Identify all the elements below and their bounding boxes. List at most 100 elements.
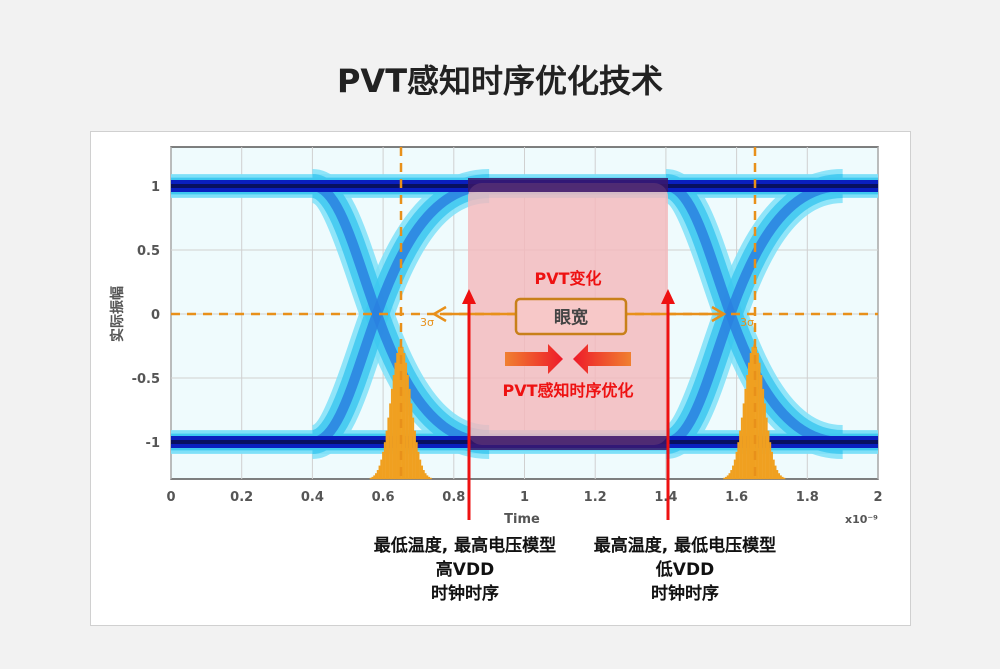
histogram-bar — [413, 430, 416, 480]
caption-left-line: 时钟时序 — [431, 584, 499, 604]
histogram-bar — [735, 451, 738, 480]
x-tick-label: 0.2 — [230, 490, 253, 505]
histogram-bar — [737, 442, 740, 480]
eye-transition — [664, 181, 843, 447]
histogram-bar — [774, 465, 777, 480]
inward-arrow-right — [505, 344, 563, 374]
histogram-bar — [730, 470, 733, 480]
histogram-bar — [724, 476, 727, 480]
histogram-bar — [382, 451, 385, 480]
histogram-bar — [767, 430, 770, 480]
histogram-bar — [403, 353, 406, 480]
histogram-bar — [781, 476, 784, 480]
x-tick-label: 1.4 — [654, 490, 677, 505]
caption-left-line: 最低温度, 最高电压模型 — [373, 536, 557, 556]
histogram-bar — [371, 476, 374, 480]
y-tick-label: 1 — [151, 180, 160, 195]
histogram-bar — [429, 477, 432, 480]
sigma-left: 3σ — [420, 316, 434, 329]
histogram-bar — [765, 417, 768, 480]
histogram-bar — [769, 442, 772, 480]
sigma-right: 3σ — [740, 316, 754, 329]
histogram-bar — [419, 459, 422, 480]
histogram-bar — [749, 353, 752, 480]
page-title: PVT感知时序优化技术 — [336, 62, 664, 100]
histogram-bar — [744, 388, 747, 480]
histogram-bar — [762, 388, 765, 480]
x-tick-label: 0.6 — [372, 490, 395, 505]
histogram-bar — [779, 475, 782, 480]
x-tick-label: 0.8 — [442, 490, 465, 505]
histogram-bar — [390, 388, 393, 480]
y-tick-label: 0.5 — [137, 244, 160, 259]
histogram-bar — [778, 473, 781, 480]
histogram-bar — [394, 362, 397, 480]
histogram-bar — [747, 362, 750, 480]
histogram-bar — [412, 417, 415, 480]
y-axis-label: 实际振幅 — [109, 286, 126, 342]
pvt-change-label: PVT变化 — [534, 269, 601, 288]
histogram-bar — [746, 374, 749, 480]
x-tick-label: 1.6 — [725, 490, 748, 505]
x-tick-label: 1.8 — [796, 490, 819, 505]
caption-left-line: 高VDD — [435, 560, 495, 580]
histogram-bar — [398, 346, 401, 480]
x-tick-label: 0.4 — [301, 490, 324, 505]
histogram-bar — [723, 477, 726, 480]
window-top-band — [468, 178, 668, 192]
histogram-bar — [770, 451, 773, 480]
histogram-bar — [751, 346, 754, 480]
red-arrow-right-head — [661, 289, 675, 304]
histogram-bar — [728, 473, 731, 480]
histogram-bar — [396, 353, 399, 480]
histogram-bar — [383, 442, 386, 480]
arrow-right-head — [711, 305, 727, 323]
histogram-bar — [758, 362, 761, 480]
histogram-bar — [375, 473, 378, 480]
eye-width-label: 眼宽 — [554, 307, 588, 328]
histogram-bar — [756, 353, 759, 480]
histogram-bar — [408, 388, 411, 480]
histogram-bar — [369, 477, 372, 480]
eye-transition — [311, 181, 490, 447]
histogram-bar — [726, 475, 729, 480]
histogram-bar — [389, 403, 392, 480]
histogram-bar — [772, 459, 775, 480]
histogram-bar — [420, 465, 423, 480]
histogram-bar — [783, 477, 786, 480]
histogram-bar — [417, 451, 420, 480]
histogram-bar — [732, 465, 735, 480]
histogram-bar — [378, 465, 381, 480]
pvt-opt-label: PVT感知时序优化 — [502, 381, 633, 400]
inward-arrow-left — [573, 344, 631, 374]
histogram-bar — [422, 470, 425, 480]
caption-right-line: 最高温度, 最低电压模型 — [593, 536, 777, 556]
histogram-bar — [763, 403, 766, 480]
histogram-bar — [742, 403, 745, 480]
histogram-bar — [740, 417, 743, 480]
x-tick-label: 2 — [873, 490, 882, 505]
histogram-bar — [415, 442, 418, 480]
arrow-left-head — [431, 305, 447, 323]
x-axis-label: Time — [504, 512, 540, 527]
x-scale: x10⁻⁹ — [845, 513, 878, 526]
histogram-bar — [376, 470, 379, 480]
x-tick-label: 1.2 — [584, 490, 607, 505]
histogram-bar — [410, 403, 413, 480]
histogram-bar — [426, 475, 429, 480]
histogram-bar — [385, 430, 388, 480]
histogram-bar — [755, 346, 758, 480]
window-bottom-band — [468, 436, 668, 450]
histogram-bar — [739, 430, 742, 480]
histogram-bar — [392, 374, 395, 480]
eye-width-box — [514, 297, 628, 336]
y-tick-label: 0 — [151, 308, 160, 323]
histogram-bar — [373, 475, 376, 480]
histogram-bar — [776, 470, 779, 480]
red-arrow-left-head — [462, 289, 476, 304]
caption-right-line: 低VDD — [655, 560, 715, 580]
caption-right-line: 时钟时序 — [651, 584, 719, 604]
histogram-bar — [406, 374, 409, 480]
x-tick-label: 0 — [166, 490, 175, 505]
